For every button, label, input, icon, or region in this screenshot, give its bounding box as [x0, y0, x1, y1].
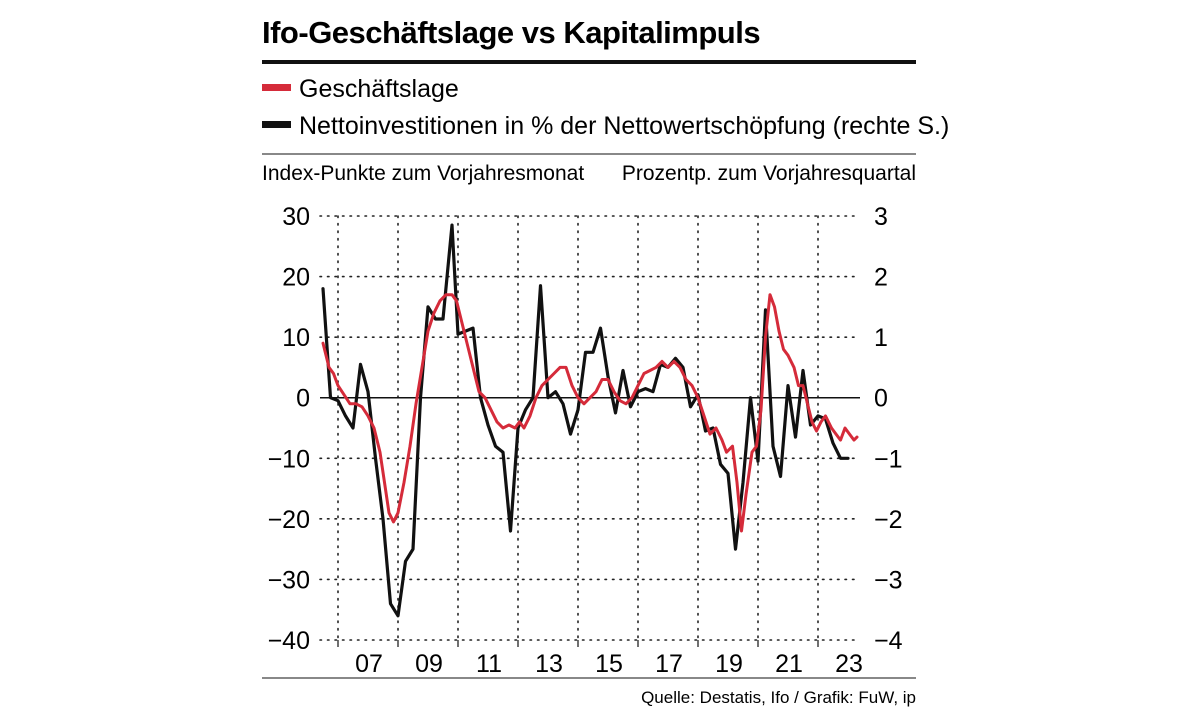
- x-tick-label: 13: [535, 650, 563, 678]
- x-axis-ticks: 07 09 11 13 15 17 19 21 23: [337, 640, 863, 678]
- x-tick-label: 23: [835, 650, 863, 678]
- left-tick-label: 0: [296, 385, 310, 413]
- x-tick-label: 21: [775, 650, 803, 678]
- left-axis-ticks: 30 20 10 0 −10 −20 −30 −40: [268, 203, 310, 655]
- right-axis-label: Prozentp. zum Vorjahresquartal: [622, 162, 916, 185]
- x-tick-label: 07: [355, 650, 383, 678]
- right-tick-label: −1: [874, 445, 903, 473]
- gridlines: [319, 215, 861, 641]
- x-tick-label: 19: [715, 650, 743, 678]
- source-text: Quelle: Destatis, Ifo / Grafik: FuW, ip: [641, 688, 916, 707]
- chart-title: Ifo-Geschäftslage vs Kapitalimpuls: [262, 15, 760, 50]
- series-line-nettoinvestitionen: [321, 223, 850, 618]
- x-tick-label: 09: [415, 650, 443, 678]
- legend-swatch-nettoinvestitionen: [262, 121, 291, 128]
- right-tick-label: −3: [874, 566, 903, 594]
- left-tick-label: −10: [268, 445, 310, 473]
- legend-label-nettoinvestitionen: Nettoinvestitionen in % der Nettowertsch…: [299, 112, 949, 140]
- left-tick-label: −40: [268, 627, 310, 655]
- right-tick-label: −4: [874, 627, 903, 655]
- x-tick-label: 15: [595, 650, 623, 678]
- series-lines: [321, 223, 859, 618]
- x-tick-label: 17: [655, 650, 683, 678]
- x-tick-label: 11: [476, 650, 502, 678]
- left-tick-label: −30: [268, 566, 310, 594]
- left-tick-label: 10: [282, 324, 310, 352]
- legend-label-geschaeftslage: Geschäftslage: [299, 75, 459, 103]
- right-tick-label: 3: [874, 203, 888, 231]
- left-tick-label: 20: [282, 264, 310, 292]
- series-line-geschaeftslage: [321, 293, 859, 533]
- left-tick-label: 30: [282, 203, 310, 231]
- left-axis-label: Index-Punkte zum Vorjahresmonat: [262, 162, 584, 185]
- right-tick-label: 0: [874, 385, 888, 413]
- right-tick-label: −2: [874, 506, 903, 534]
- left-tick-label: −20: [268, 506, 310, 534]
- right-axis-ticks: 3 2 1 0 −1 −2 −3 −4: [874, 203, 903, 655]
- legend-swatch-geschaeftslage: [262, 84, 291, 91]
- right-tick-label: 1: [874, 324, 888, 352]
- right-tick-label: 2: [874, 264, 888, 292]
